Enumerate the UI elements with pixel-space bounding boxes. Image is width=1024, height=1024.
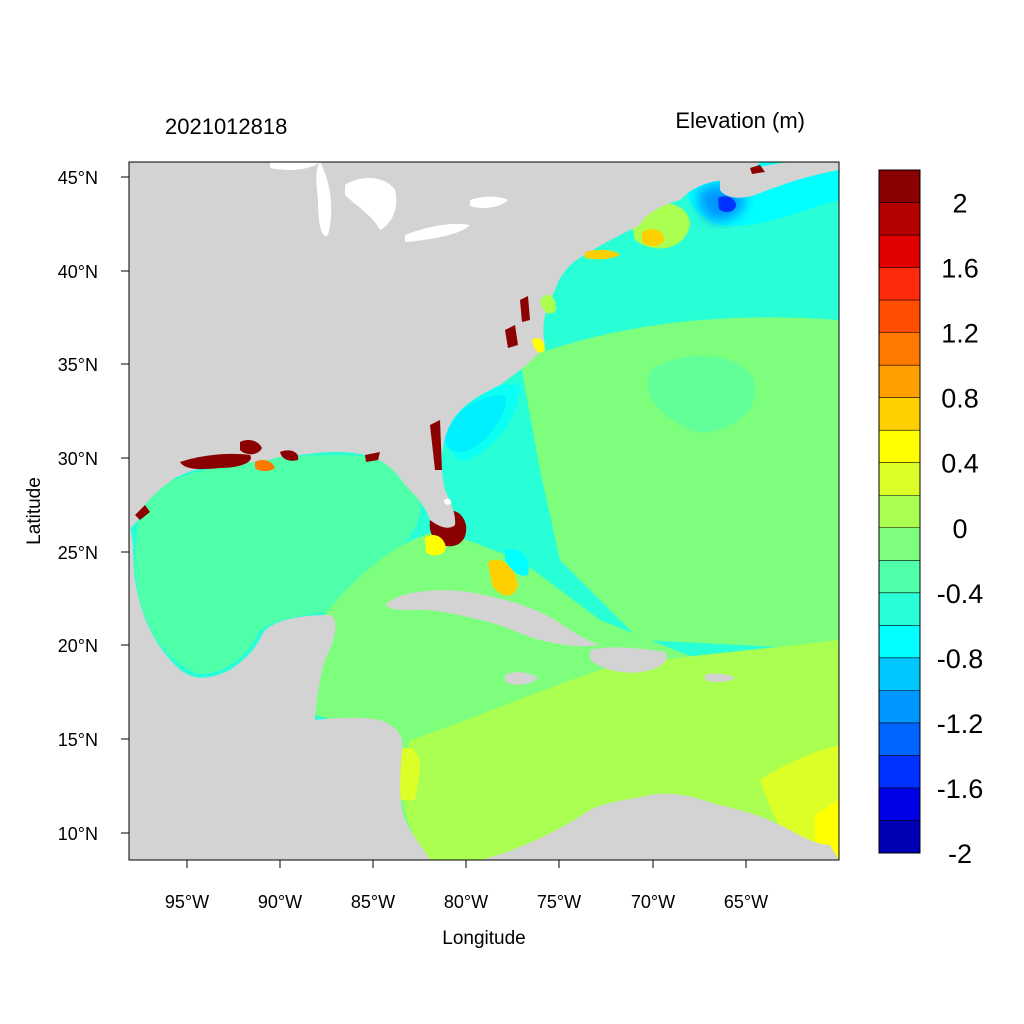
colorbar-label: 0.4 bbox=[941, 449, 979, 479]
south-atlantic-bight-low-outer bbox=[440, 384, 520, 462]
longitude-tick-labels: 95°W 90°W 85°W 80°W 75°W 70°W 65°W bbox=[165, 892, 768, 912]
bahamas-yellow bbox=[488, 559, 518, 596]
lake-okeechobee bbox=[444, 498, 452, 505]
colorbar-label: -1.6 bbox=[937, 774, 984, 804]
lake-ontario bbox=[470, 196, 508, 208]
lon-tick-label: 65°W bbox=[724, 892, 768, 912]
gulf-of-maine-core bbox=[718, 196, 736, 213]
lon-tick-label: 90°W bbox=[258, 892, 302, 912]
colorbar-frame bbox=[878, 169, 921, 854]
lat-tick-label: 25°N bbox=[58, 543, 98, 563]
latitude-ticks bbox=[121, 176, 129, 834]
coastal-surge-speckles bbox=[135, 165, 765, 520]
mid-atlantic-yellowgreen bbox=[540, 294, 556, 314]
mexico-land bbox=[129, 525, 430, 860]
north-america-land bbox=[129, 162, 760, 530]
colorbar-label: 1.6 bbox=[941, 254, 979, 284]
southern-caribbean-water bbox=[402, 640, 839, 860]
lat-tick-label: 10°N bbox=[58, 824, 98, 844]
lon-tick-label: 70°W bbox=[631, 892, 675, 912]
puerto-rico-land bbox=[705, 673, 735, 683]
cape-hatteras-yellow bbox=[532, 338, 545, 353]
lake-michigan bbox=[316, 162, 332, 236]
colorbar-swatch bbox=[879, 787, 920, 821]
lake-superior bbox=[270, 162, 320, 170]
colorbar-swatch bbox=[879, 722, 920, 756]
colorbar-label: 0.8 bbox=[941, 384, 979, 414]
colorbar-swatch bbox=[879, 202, 920, 236]
colorbar bbox=[878, 169, 921, 854]
colorbar-label: -2 bbox=[948, 839, 972, 869]
lat-tick-label: 40°N bbox=[58, 262, 98, 282]
lat-tick-label: 45°N bbox=[58, 168, 98, 188]
colorbar-swatch bbox=[879, 820, 920, 854]
longitude-ticks bbox=[186, 860, 747, 868]
hispaniola-land bbox=[590, 647, 668, 673]
colorbar-swatch bbox=[879, 625, 920, 659]
lat-tick-label: 20°N bbox=[58, 636, 98, 656]
cuba-land bbox=[385, 590, 600, 647]
colorbar-label: -0.8 bbox=[937, 644, 984, 674]
lon-tick-label: 80°W bbox=[444, 892, 488, 912]
colorbar-swatch bbox=[879, 592, 920, 626]
colorbar-swatch bbox=[879, 527, 920, 561]
colorbar-label: 1.2 bbox=[941, 319, 979, 349]
colorbar-label: 2 bbox=[952, 189, 967, 219]
colorbar-swatch bbox=[879, 235, 920, 269]
colorbar-swatch bbox=[879, 560, 920, 594]
colorbar-swatch bbox=[879, 332, 920, 366]
lon-tick-label: 95°W bbox=[165, 892, 209, 912]
map-frame bbox=[128, 161, 840, 861]
colorbar-label: -1.2 bbox=[937, 709, 984, 739]
colorbar-swatch bbox=[879, 462, 920, 496]
colorbar-label: -0.4 bbox=[937, 579, 984, 609]
nova-scotia-land bbox=[720, 162, 839, 198]
colorbar-swatch bbox=[879, 657, 920, 691]
x-axis-label: Longitude bbox=[442, 928, 525, 949]
colorbar-swatch bbox=[879, 755, 920, 789]
bahamas-cyan bbox=[505, 549, 529, 576]
louisiana-orange bbox=[255, 460, 275, 471]
colorbar-swatch bbox=[879, 495, 920, 529]
timestamp-label: 2021012818 bbox=[165, 114, 287, 139]
colorbar-swatch bbox=[879, 397, 920, 431]
lat-tick-label: 35°N bbox=[58, 355, 98, 375]
cape-cod-positive-core bbox=[642, 229, 664, 247]
land-masses bbox=[129, 162, 839, 860]
long-island-yellow bbox=[585, 249, 620, 260]
colorbar-swatch bbox=[879, 690, 920, 724]
colorbar-swatch bbox=[879, 267, 920, 301]
florida-bay-yellow bbox=[425, 535, 446, 556]
gulf-of-mexico-water bbox=[135, 455, 421, 675]
map-plot-area bbox=[129, 162, 839, 860]
nicaragua-coast-yellow bbox=[400, 747, 420, 800]
great-lakes bbox=[270, 162, 508, 505]
colorbar-swatch bbox=[879, 430, 920, 464]
lake-huron bbox=[345, 178, 397, 230]
colorbar-labels: 2 1.6 1.2 0.8 0.4 0 -0.4 -0.8 -1.2 -1.6 -2 bbox=[937, 189, 984, 870]
lat-tick-label: 15°N bbox=[58, 730, 98, 750]
atlantic-green-region bbox=[520, 317, 839, 650]
south-america-land bbox=[480, 793, 839, 860]
lat-tick-label: 30°N bbox=[58, 449, 98, 469]
y-axis-label: Latitude bbox=[24, 477, 45, 545]
yucatan-land bbox=[262, 618, 335, 715]
variable-title: Elevation (m) bbox=[675, 108, 805, 133]
atlantic-bermuda-patch bbox=[647, 355, 756, 433]
lon-tick-label: 75°W bbox=[537, 892, 581, 912]
colorbar-swatch bbox=[879, 365, 920, 399]
colorbar-label: 0 bbox=[952, 514, 967, 544]
colorbar-swatch bbox=[879, 170, 920, 204]
colorbar-swatch bbox=[879, 300, 920, 334]
jamaica-land bbox=[505, 672, 538, 685]
lon-tick-label: 85°W bbox=[351, 892, 395, 912]
lake-erie bbox=[405, 223, 470, 242]
latitude-tick-labels: 45°N 40°N 35°N 30°N 25°N 20°N 15°N 10°N bbox=[58, 168, 98, 844]
